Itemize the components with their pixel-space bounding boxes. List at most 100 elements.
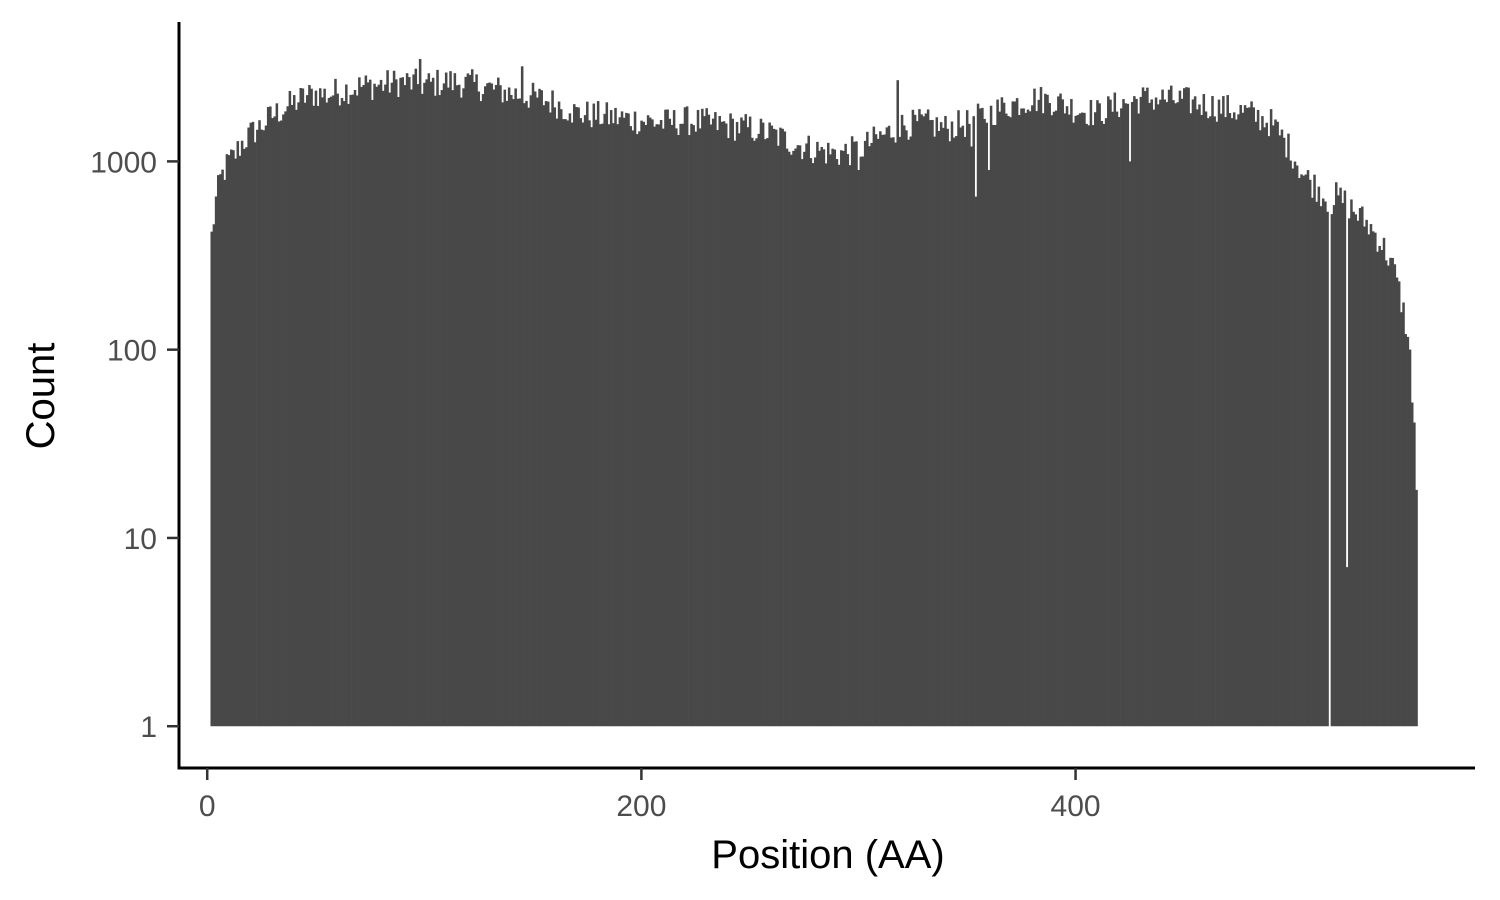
bar [1261, 116, 1264, 727]
bar [1026, 109, 1030, 727]
bar [314, 90, 318, 727]
bar [664, 109, 667, 727]
bar [1330, 214, 1334, 727]
bar [1152, 109, 1156, 727]
bar [1044, 93, 1047, 727]
bar [1413, 422, 1416, 727]
bar [551, 90, 554, 727]
bar [1156, 104, 1160, 727]
bar [924, 113, 928, 727]
bar [950, 121, 954, 727]
bar [1209, 116, 1212, 727]
bar [1089, 99, 1093, 727]
bar [846, 154, 850, 727]
bar [1094, 112, 1097, 727]
bar [1057, 96, 1060, 727]
bar [258, 120, 261, 727]
bar [588, 120, 591, 727]
bar [414, 68, 418, 727]
bar [1352, 211, 1355, 727]
bar [1052, 111, 1056, 727]
bar [905, 130, 908, 727]
bar [564, 119, 567, 727]
bar [466, 73, 470, 727]
bar [1222, 96, 1225, 727]
bar [1241, 112, 1245, 727]
bar [1293, 161, 1297, 727]
bar [262, 130, 266, 727]
bar [1252, 107, 1256, 727]
bar [1280, 129, 1284, 727]
bar [1146, 87, 1149, 727]
bar [981, 107, 984, 727]
bar [1033, 88, 1036, 727]
bar [542, 105, 546, 727]
bar [1406, 336, 1410, 727]
bar [436, 69, 439, 727]
bar [412, 74, 415, 727]
bar [896, 80, 899, 727]
bar [764, 139, 767, 727]
bar [1128, 161, 1132, 727]
bar [1130, 101, 1134, 727]
bar [601, 123, 604, 727]
bar [729, 113, 732, 727]
bar [555, 118, 559, 727]
bar [978, 108, 982, 727]
axes: 1 10 100 1000 0 200 400 [90, 22, 1475, 823]
bar [449, 71, 452, 727]
bar [640, 120, 643, 727]
bar [1169, 85, 1173, 727]
bar [1389, 257, 1392, 727]
bar [492, 89, 496, 727]
bar [785, 148, 789, 727]
bar [1263, 127, 1266, 727]
bar [881, 134, 884, 727]
bar [494, 84, 498, 727]
bar [694, 131, 698, 727]
bar [586, 101, 589, 727]
bar [907, 139, 910, 727]
bar [310, 88, 313, 727]
bar [1115, 111, 1119, 727]
bar [347, 103, 350, 727]
bar [1226, 95, 1229, 727]
bar [761, 122, 765, 727]
bar [423, 82, 426, 727]
bar [742, 120, 745, 727]
bar [1380, 250, 1384, 727]
bar [451, 90, 454, 727]
bar [683, 107, 687, 727]
bar [553, 107, 556, 727]
bar [1091, 125, 1095, 727]
bar [340, 97, 344, 727]
bar [902, 125, 906, 727]
bar [395, 79, 398, 727]
bar [885, 127, 889, 727]
bar [716, 130, 719, 727]
bar [1395, 277, 1399, 727]
bar [470, 69, 474, 727]
bar [1384, 260, 1388, 727]
bar [879, 131, 882, 727]
bar [1371, 231, 1375, 727]
bar [1048, 103, 1051, 727]
bar [1059, 93, 1062, 727]
bar [1072, 122, 1075, 727]
bar [670, 124, 674, 727]
bar [920, 114, 923, 727]
bar [288, 90, 292, 727]
bar [768, 122, 771, 727]
bar [627, 113, 630, 727]
bar [416, 84, 420, 727]
bar [381, 90, 385, 727]
bar [1298, 178, 1301, 727]
bar [305, 95, 309, 727]
bar [1272, 125, 1275, 727]
bar [559, 109, 563, 727]
bar [609, 110, 613, 727]
bar [807, 135, 810, 727]
bar [230, 149, 233, 727]
bar [616, 124, 619, 727]
bar [614, 107, 617, 727]
